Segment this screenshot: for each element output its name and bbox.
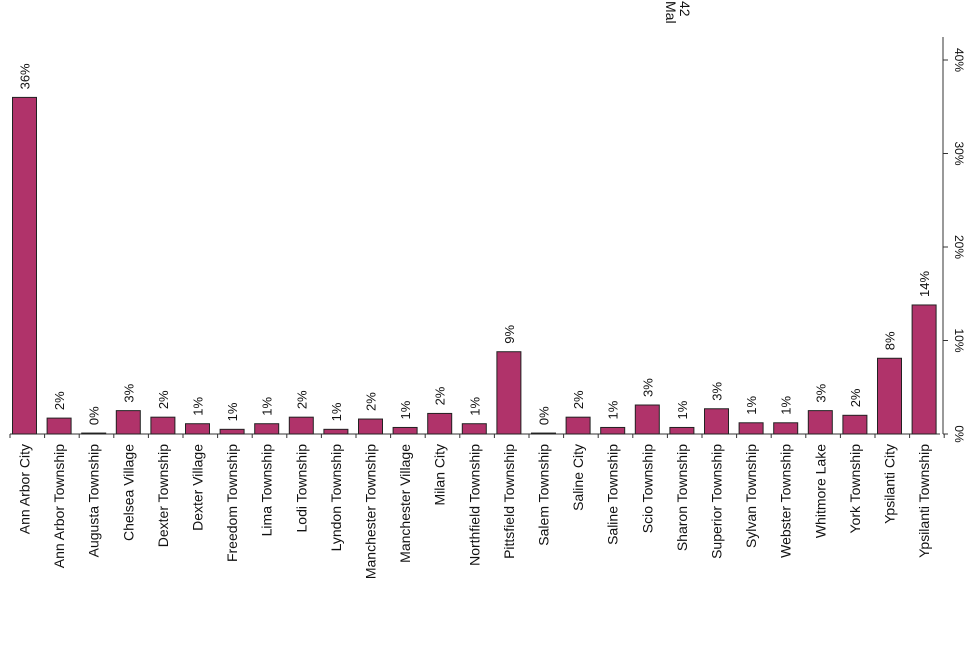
y-tick-label: 40% [952,48,966,72]
category-label: Freedom Township [224,444,240,562]
data-label: 1% [329,402,344,421]
bar [46,417,72,435]
category-label: Northfield Township [466,444,482,566]
data-label: 0% [87,406,102,425]
bar [842,414,868,435]
category-label: Salem Township [536,444,552,546]
legend-text: Mal [663,1,679,24]
legend-text: 42 [677,1,693,17]
bar [185,423,210,435]
bar [531,432,556,435]
bar [807,410,833,435]
bar [600,426,626,435]
bar [81,432,107,435]
data-label: 1% [606,400,621,419]
category-label: Sylvan Township [743,444,759,548]
data-label: 2% [294,390,309,409]
data-label: 0% [537,406,552,425]
category-label: Lima Township [259,444,275,537]
category-label: Milan City [432,444,448,505]
category-label: Lodi Township [293,444,309,533]
bar [738,422,764,435]
data-label: 8% [883,331,898,350]
data-label: 2% [364,392,379,411]
bar [115,410,141,435]
data-label: 2% [571,390,586,409]
bar [427,412,453,435]
data-label: 2% [848,388,863,407]
data-label: 1% [398,400,413,419]
category-label: Lyndon Township [328,444,344,552]
category-label: Superior Township [709,444,725,559]
bar [358,418,383,435]
bar [12,96,37,435]
bar [704,408,729,435]
data-label: 2% [433,386,448,405]
category-label: Chelsea Village [120,444,136,541]
category-label: Pittsfield Township [501,444,517,559]
y-tick-label: 10% [952,328,966,352]
category-label: Dexter Village [190,444,206,531]
bar [219,428,245,435]
data-label: 1% [191,396,206,415]
data-label: 9% [502,324,517,343]
data-label: 3% [813,383,828,402]
data-label: 1% [744,396,759,415]
category-label: Ypsilanti City [882,444,898,524]
bar [392,426,418,435]
bar [288,416,314,435]
category-label: Saline City [570,444,586,511]
data-label: 1% [225,402,240,421]
y-tick-label: 30% [952,141,966,165]
data-label: 14% [917,271,932,297]
category-label: Saline Township [605,444,621,545]
bar [911,304,937,435]
data-label: 3% [121,383,136,402]
data-label: 2% [52,391,67,410]
bar [877,357,902,435]
bar [773,422,799,435]
bar [496,351,522,435]
data-label: 1% [467,396,482,415]
data-label: 2% [156,390,171,409]
category-label: Augusta Township [86,444,102,558]
category-label: Ann Arbor City [17,444,33,534]
data-label: 3% [710,382,725,401]
data-label: 1% [675,400,690,419]
bar [461,423,487,435]
category-label: Manchester Village [397,444,413,563]
category-label: Webster Township [778,444,794,558]
category-label: Ypsilanti Township [916,444,932,558]
category-label: Scio Township [639,444,655,533]
category-label: Sharon Township [674,444,690,551]
data-label: 3% [640,378,655,397]
category-label: Dexter Township [155,444,171,547]
bar [669,426,695,435]
data-label: 1% [779,396,794,415]
bar [254,423,280,435]
y-tick-label: 0% [952,425,966,443]
y-tick-label: 20% [952,235,966,259]
bar [150,416,176,435]
bar [634,404,660,435]
category-label: Whitmore Lake [812,444,828,538]
bar [323,428,349,435]
category-label: Manchester Township [363,444,379,579]
data-label: 36% [18,63,33,89]
category-label: Ann Arbor Township [51,444,67,568]
bar [565,416,591,435]
category-label: York Township [847,444,863,534]
data-label: 1% [260,396,275,415]
